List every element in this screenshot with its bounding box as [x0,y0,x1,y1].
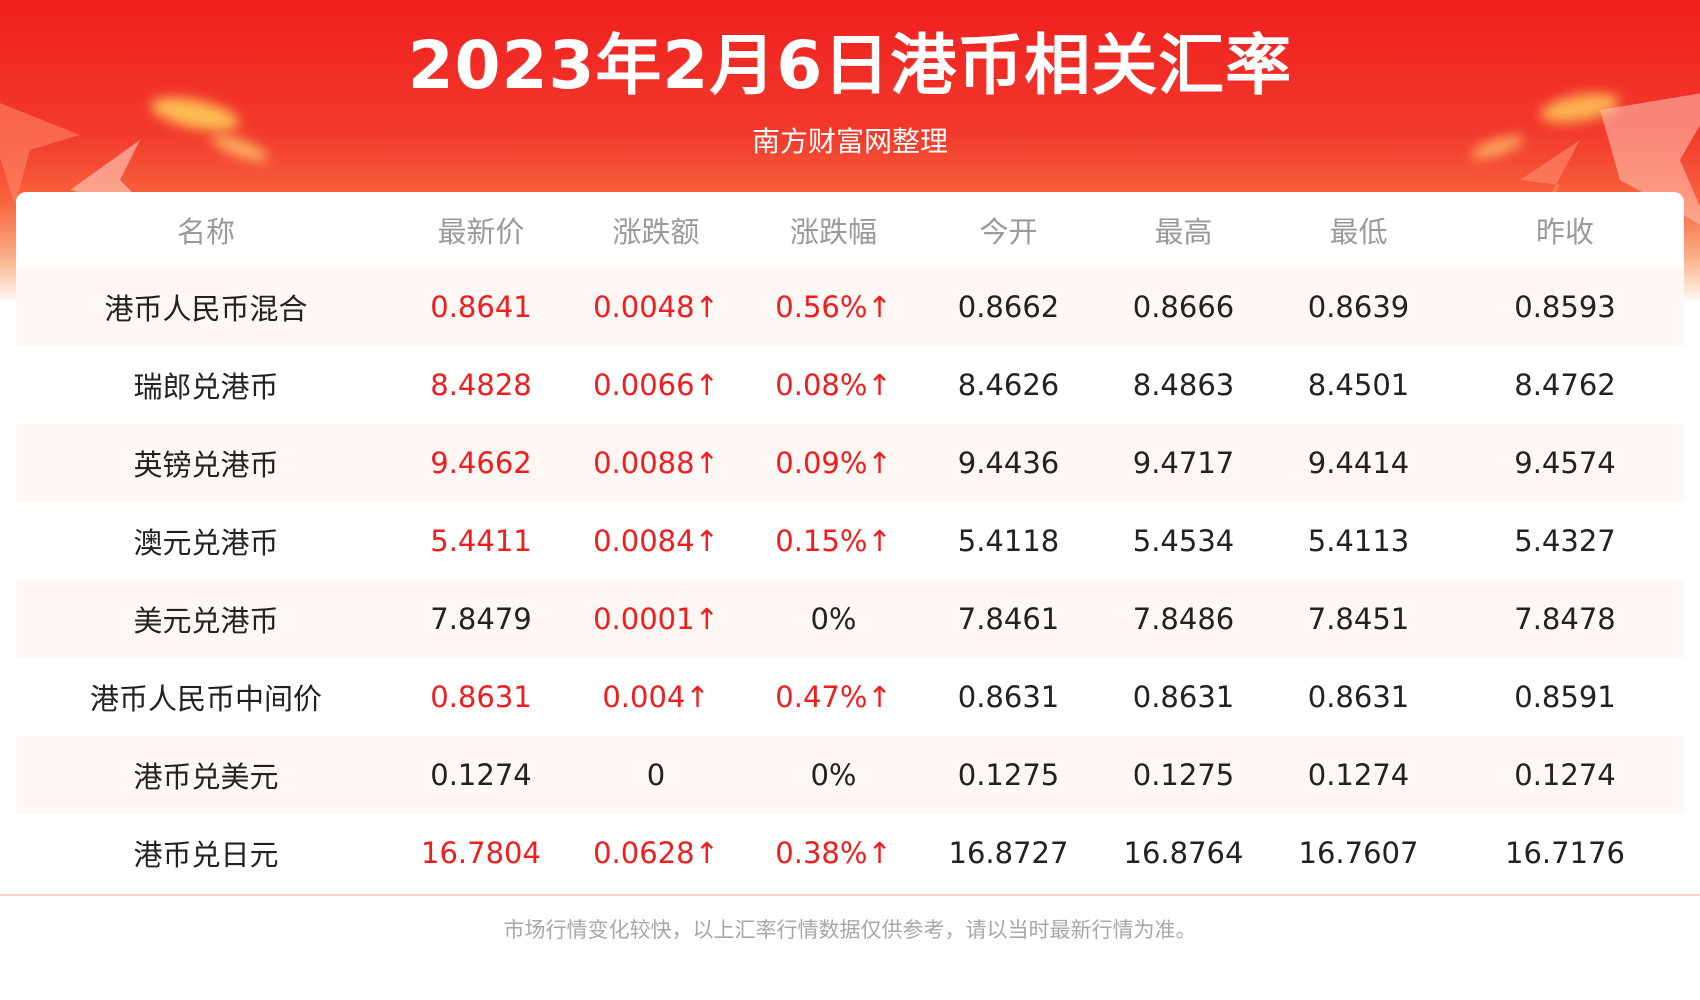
decorative-arrow-icon [0,103,80,205]
cell-change-pct: 0% [746,736,921,814]
cell-high: 8.4863 [1096,346,1271,424]
disclaimer-text: 市场行情变化较快，以上汇率行情数据仅供参考，请以当时最新行情为准。 [503,918,1197,942]
cell-open: 9.4436 [921,424,1096,502]
cell-name: 英镑兑港币 [16,424,396,502]
cell-low: 0.8631 [1271,658,1446,736]
cell-high: 16.8764 [1096,814,1271,892]
cell-high: 7.8486 [1096,580,1271,658]
cell-name: 美元兑港币 [16,580,396,658]
cell-high: 0.8631 [1096,658,1271,736]
cell-latest: 0.8641 [396,268,566,346]
cell-change-pct: 0.09%↑ [746,424,921,502]
column-header-high: 最高 [1154,215,1213,249]
column-header-change-pct: 涨跌幅 [789,215,877,249]
cell-high: 0.1275 [1096,736,1271,814]
cell-prev-close: 0.1274 [1446,736,1684,814]
cell-name: 港币兑美元 [16,736,396,814]
cell-change: 0.0088↑ [566,424,746,502]
column-header-open: 今开 [979,215,1038,249]
exchange-rate-table: 名称 最新价 涨跌额 涨跌幅 今开 最高 最低 昨收 港币人民币混合 0.8641… [16,192,1684,892]
cell-prev-close: 8.4762 [1446,346,1684,424]
cell-open: 8.4626 [921,346,1096,424]
footer-divider [0,894,1700,896]
decorative-arrow-icon [1520,140,1580,215]
cell-change: 0.0066↑ [566,346,746,424]
cell-open: 0.8631 [921,658,1096,736]
cell-open: 5.4118 [921,502,1096,580]
cell-low: 7.8451 [1271,580,1446,658]
page-title: 2023年2月6日港币相关汇率 [407,27,1293,104]
cell-change: 0.0628↑ [566,814,746,892]
cell-low: 5.4113 [1271,502,1446,580]
table-row: 美元兑港币 7.8479 0.0001↑ 0% 7.8461 7.8486 7.8451 7.… [16,580,1684,658]
table-header-row: 名称 最新价 涨跌额 涨跌幅 今开 最高 最低 昨收 [16,192,1684,268]
cell-change-pct: 0.47%↑ [746,658,921,736]
cell-latest: 0.1274 [396,736,566,814]
column-header-name: 名称 [176,215,235,249]
cell-change: 0 [566,736,746,814]
cell-name: 港币兑日元 [16,814,396,892]
table-row: 港币人民币混合 0.8641 0.0048↑ 0.56%↑ 0.8662 0.8666 0.… [16,268,1684,346]
cell-prev-close: 7.8478 [1446,580,1684,658]
cell-high: 5.4534 [1096,502,1271,580]
cell-low: 0.1274 [1271,736,1446,814]
cell-latest: 16.7804 [396,814,566,892]
cell-change: 0.0084↑ [566,502,746,580]
cell-change: 0.004↑ [566,658,746,736]
table-row: 港币人民币中间价 0.8631 0.004↑ 0.47%↑ 0.8631 0.8631 0.… [16,658,1684,736]
cell-change: 0.0001↑ [566,580,746,658]
cell-latest: 7.8479 [396,580,566,658]
cell-open: 0.8662 [921,268,1096,346]
cell-high: 9.4717 [1096,424,1271,502]
cell-prev-close: 5.4327 [1446,502,1684,580]
cell-name: 瑞郎兑港币 [16,346,396,424]
cell-latest: 0.8631 [396,658,566,736]
column-header-change: 涨跌额 [612,215,700,249]
column-header-prev-close: 昨收 [1535,215,1594,249]
column-header-latest: 最新价 [437,215,525,249]
table-row: 港币兑美元 0.1274 0 0% 0.1275 0.1275 0.1274 0.1274 [16,736,1684,814]
cell-low: 0.8639 [1271,268,1446,346]
column-header-low: 最低 [1329,215,1388,249]
table-row: 英镑兑港币 9.4662 0.0088↑ 0.09%↑ 9.4436 9.4717 9.44… [16,424,1684,502]
table-row: 瑞郎兑港币 8.4828 0.0066↑ 0.08%↑ 8.4626 8.4863 8.45… [16,346,1684,424]
cell-low: 8.4501 [1271,346,1446,424]
cell-name: 港币人民币混合 [16,268,396,346]
cell-prev-close: 0.8593 [1446,268,1684,346]
cell-low: 9.4414 [1271,424,1446,502]
cell-latest: 5.4411 [396,502,566,580]
cell-open: 16.8727 [921,814,1096,892]
cell-high: 0.8666 [1096,268,1271,346]
cell-latest: 8.4828 [396,346,566,424]
rates-card: 南方财富网 outhmoney.com 名称 最新价 涨跌额 涨跌幅 今开 最高… [16,192,1684,896]
cell-change-pct: 0.38%↑ [746,814,921,892]
cell-name: 港币人民币中间价 [16,658,396,736]
cell-open: 0.1275 [921,736,1096,814]
cell-change-pct: 0.15%↑ [746,502,921,580]
cell-name: 澳元兑港币 [16,502,396,580]
cell-prev-close: 9.4574 [1446,424,1684,502]
cell-prev-close: 0.8591 [1446,658,1684,736]
page-subtitle: 南方财富网整理 [751,125,948,158]
cell-change-pct: 0.56%↑ [746,268,921,346]
cell-change-pct: 0% [746,580,921,658]
cell-latest: 9.4662 [396,424,566,502]
cell-low: 16.7607 [1271,814,1446,892]
cell-change-pct: 0.08%↑ [746,346,921,424]
cell-open: 7.8461 [921,580,1096,658]
decorative-arrow-icon [1600,93,1700,225]
cell-change: 0.0048↑ [566,268,746,346]
table-row: 澳元兑港币 5.4411 0.0084↑ 0.15%↑ 5.4118 5.4534 5.41… [16,502,1684,580]
cell-prev-close: 16.7176 [1446,814,1684,892]
table-row: 港币兑日元 16.7804 0.0628↑ 0.38%↑ 16.8727 16.8764 1… [16,814,1684,892]
